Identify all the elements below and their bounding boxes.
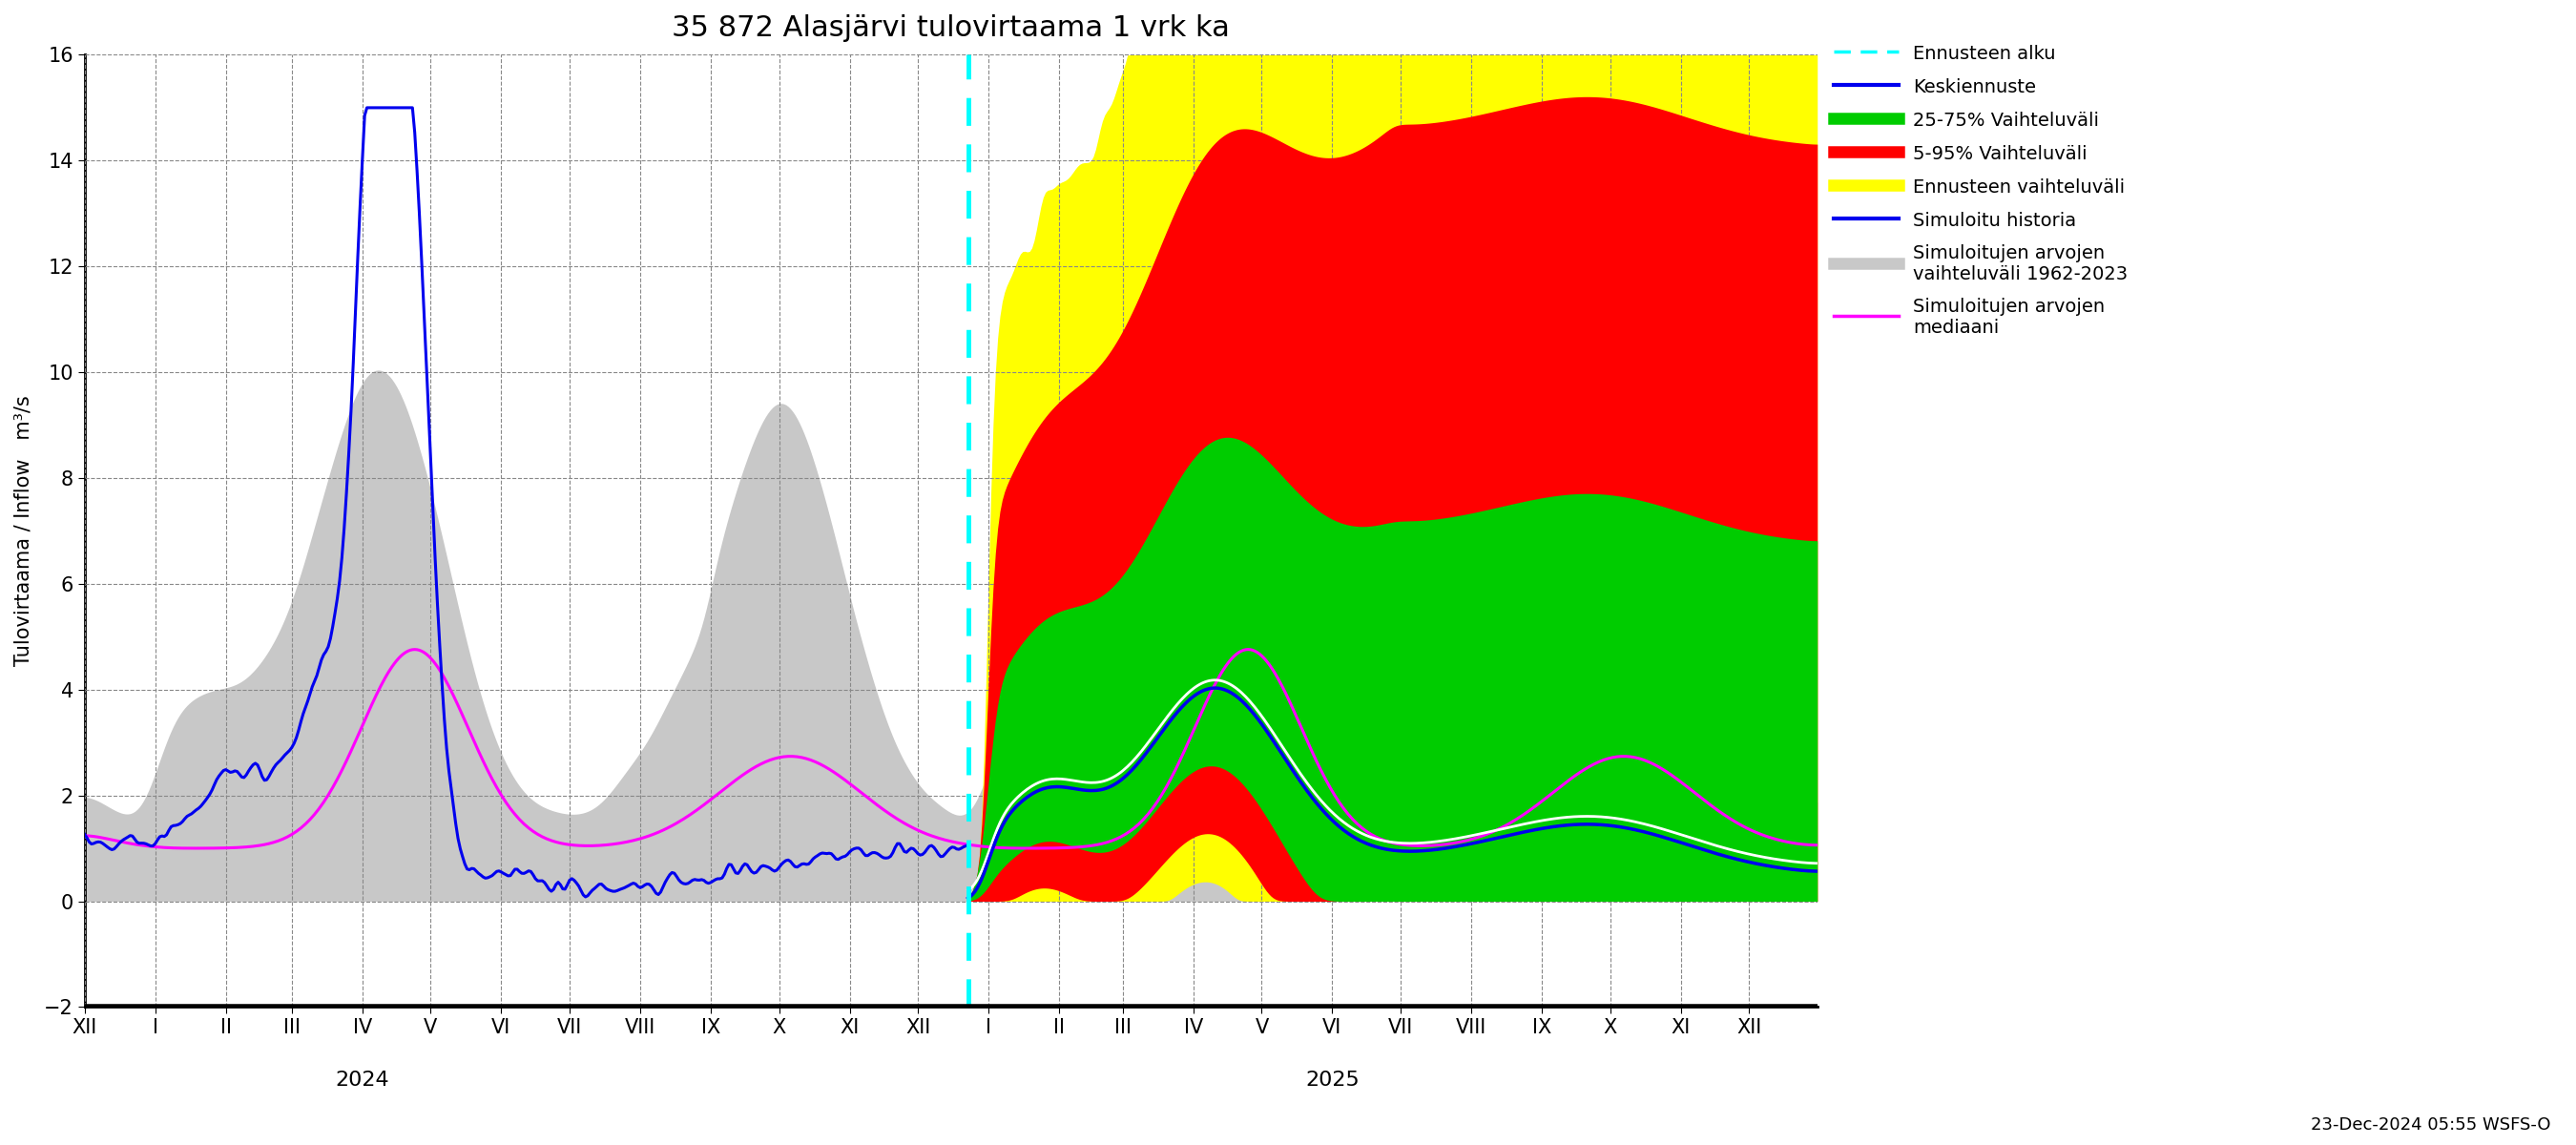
Text: 2024: 2024	[335, 1071, 389, 1090]
Text: 2025: 2025	[1306, 1071, 1360, 1090]
Title: 35 872 Alasjärvi tulovirtaama 1 vrk ka: 35 872 Alasjärvi tulovirtaama 1 vrk ka	[672, 14, 1229, 42]
Y-axis label: Tulovirtaama / Inflow   m³/s: Tulovirtaama / Inflow m³/s	[15, 395, 33, 666]
Text: 23-Dec-2024 05:55 WSFS-O: 23-Dec-2024 05:55 WSFS-O	[2311, 1116, 2550, 1134]
Legend: Ennusteen alku, Keskiennuste, 25-75% Vaihteluväli, 5-95% Vaihteluväli, Ennusteen: Ennusteen alku, Keskiennuste, 25-75% Vai…	[1826, 35, 2136, 344]
